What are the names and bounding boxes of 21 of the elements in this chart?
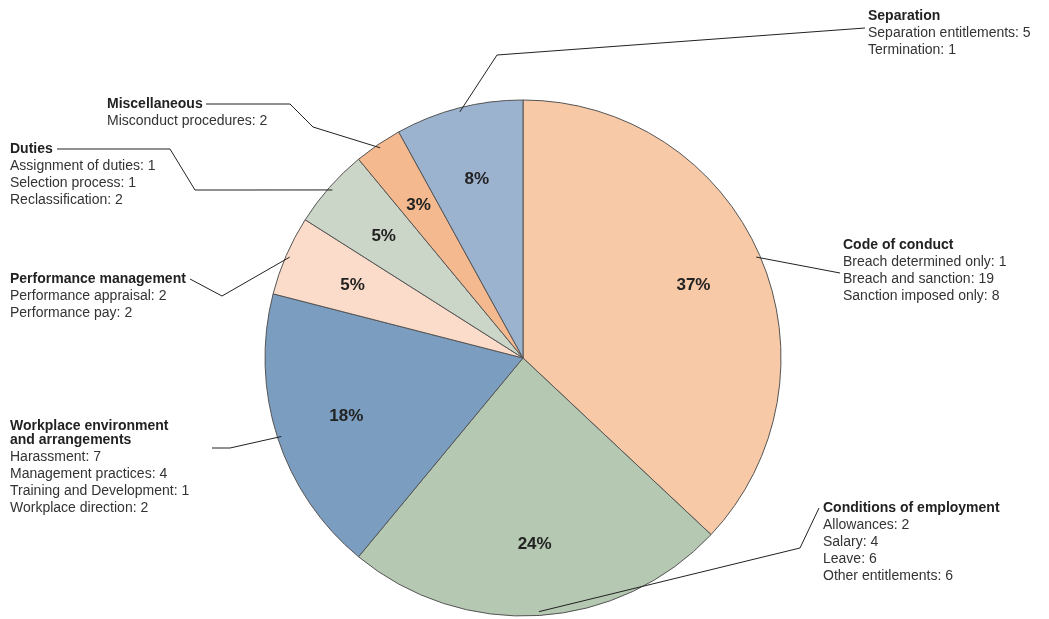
text: Misconduct procedures: 2 bbox=[107, 112, 268, 128]
text: Assignment of duties: 1 Selection process: 1 Reclassification: 2 bbox=[10, 157, 156, 207]
data-label: 37% bbox=[676, 275, 711, 295]
text: Breach determined only: 1 Breach and sanction: 19 Sanction imposed only: 8 bbox=[843, 253, 1007, 303]
slice-label: Duties bbox=[10, 140, 53, 156]
text: Separation entitlements: 5 Termination: 1 bbox=[868, 24, 1031, 57]
slice-label: Separation bbox=[868, 7, 941, 23]
text: Performance appraisal: 2 Performance pay: 2 bbox=[10, 287, 167, 320]
slice-label: Performance management bbox=[10, 270, 187, 286]
data-label: 8% bbox=[464, 169, 490, 189]
slice-label: Workplace environment and arrangements bbox=[10, 417, 169, 447]
slice-label: Miscellaneous bbox=[107, 95, 203, 111]
data-label: 5% bbox=[340, 275, 365, 295]
data-label: 3% bbox=[406, 195, 431, 215]
data-label: 24% bbox=[517, 534, 552, 554]
slice-label: Conditions of employment bbox=[823, 499, 1000, 515]
data-label: 18% bbox=[329, 406, 364, 426]
text: Harassment: 7 Management practices: 4 Training and Development: 1 Workplace direction: 2 bbox=[10, 448, 190, 515]
data-label: 5% bbox=[371, 226, 396, 246]
text: Allowances: 2 Salary: 4 Leave: 6 Other entitlements: 6 bbox=[823, 516, 954, 583]
slice-label: Code of conduct bbox=[843, 236, 954, 252]
